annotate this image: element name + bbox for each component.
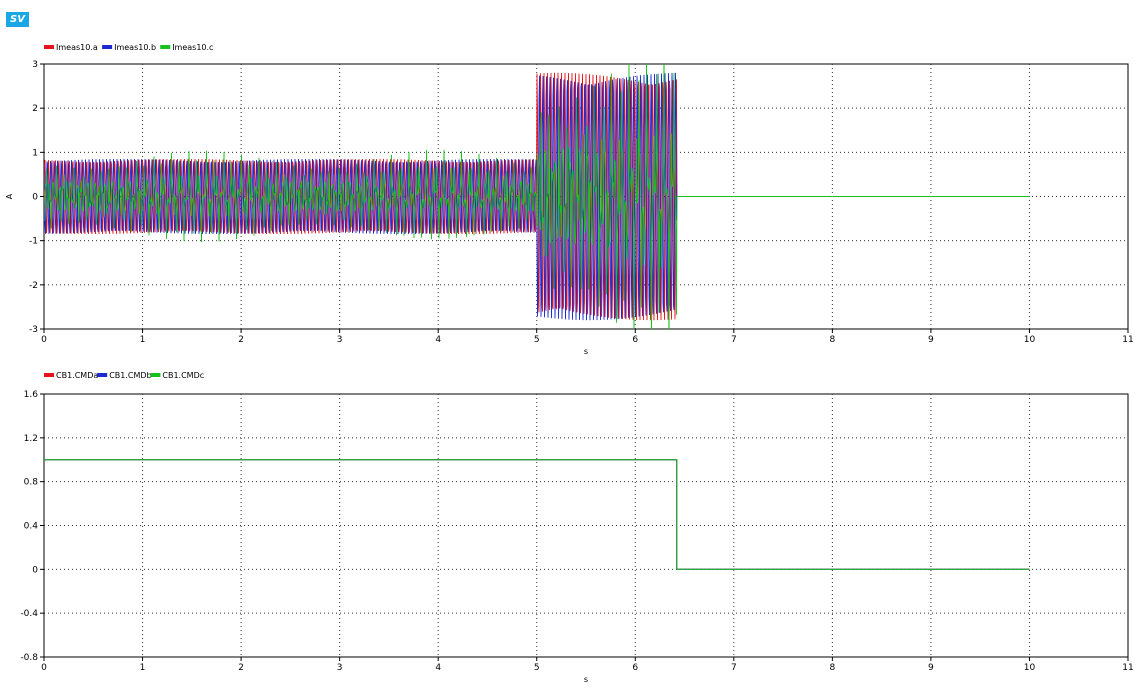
plot-frame bbox=[43, 393, 1129, 658]
y-tick-label: -0.4 bbox=[20, 609, 38, 619]
x-tick-label: 1 bbox=[140, 663, 146, 673]
legend-label: Imeas10.c bbox=[172, 43, 213, 52]
y-tick-label: -2 bbox=[29, 281, 38, 291]
legend-swatch bbox=[150, 373, 161, 377]
legend-label: Imeas10.b bbox=[114, 43, 156, 52]
chart-1: 0 1 2 3 4 5 6 7 8 9 10 11 -3 -2 -1 0 1 2 3 s A Imeas10.a Imeas… bbox=[5, 43, 1134, 356]
x-tick-label: 5 bbox=[534, 663, 540, 673]
x-tick-label: 11 bbox=[1122, 335, 1133, 345]
x-tick-label: 9 bbox=[928, 335, 934, 345]
y-tick-label: 0 bbox=[32, 193, 38, 203]
x-tick-label: 9 bbox=[928, 663, 934, 673]
y-tick-label: 3 bbox=[32, 60, 38, 70]
y-tick-label: 1 bbox=[32, 148, 38, 158]
legend-label: Imeas10.a bbox=[56, 43, 98, 52]
legend-swatch bbox=[97, 373, 108, 377]
x-tick-label: 7 bbox=[731, 335, 737, 345]
x-tick-label: 1 bbox=[140, 335, 146, 345]
plot-area bbox=[44, 64, 1030, 329]
legend-label: CB1.CMDc bbox=[162, 371, 204, 380]
plot-area bbox=[44, 459, 1030, 570]
sv-logo-badge: SV bbox=[6, 12, 29, 27]
y-tick-label: 1.2 bbox=[24, 434, 38, 444]
y-tick-label: 1.6 bbox=[24, 390, 39, 400]
legend-swatch bbox=[102, 45, 113, 49]
x-tick-label: 0 bbox=[41, 335, 47, 345]
x-tick-label: 6 bbox=[632, 663, 638, 673]
y-tick-label: -0.8 bbox=[20, 653, 38, 663]
x-tick-label: 5 bbox=[534, 335, 540, 345]
legend-swatch bbox=[160, 45, 171, 49]
x-tick-label: 2 bbox=[238, 663, 244, 673]
y-tick-label: 2 bbox=[32, 104, 38, 114]
y-axis-label: A bbox=[5, 193, 14, 199]
y-tick-label: -1 bbox=[29, 237, 38, 247]
chart-2: 0 1 2 3 4 5 6 7 8 9 10 11 -0.8 -0.4 0 0.4 0.8 1.2 1.6 s CB1.… bbox=[20, 371, 1133, 684]
x-tick-label: 3 bbox=[337, 335, 343, 345]
x-tick-label: 10 bbox=[1024, 335, 1036, 345]
x-tick-label: 8 bbox=[829, 663, 835, 673]
x-axis-label: s bbox=[584, 347, 588, 356]
x-tick-label: 3 bbox=[337, 663, 343, 673]
x-tick-label: 4 bbox=[435, 663, 441, 673]
legend-label: CB1.CMDb bbox=[109, 371, 151, 380]
x-tick-label: 11 bbox=[1122, 663, 1133, 673]
x-axis-label: s bbox=[584, 675, 588, 684]
x-tick-label: 6 bbox=[632, 335, 638, 345]
series-line-cb1-cmdc bbox=[44, 459, 1030, 570]
x-tick-label: 4 bbox=[435, 335, 441, 345]
series-line-imeas10-c bbox=[44, 64, 1030, 329]
x-tick-label: 10 bbox=[1024, 663, 1036, 673]
x-tick-label: 7 bbox=[731, 663, 737, 673]
legend-label: CB1.CMDa bbox=[56, 371, 98, 380]
legend-swatch bbox=[44, 373, 54, 377]
legend-swatch bbox=[44, 45, 54, 49]
y-tick-label: 0.8 bbox=[24, 478, 39, 488]
x-tick-label: 0 bbox=[41, 663, 47, 673]
x-tick-label: 2 bbox=[238, 335, 244, 345]
y-tick-label: 0 bbox=[32, 565, 38, 575]
x-tick-label: 8 bbox=[829, 335, 835, 345]
y-tick-label: 0.4 bbox=[24, 522, 39, 532]
y-tick-label: -3 bbox=[29, 325, 38, 335]
